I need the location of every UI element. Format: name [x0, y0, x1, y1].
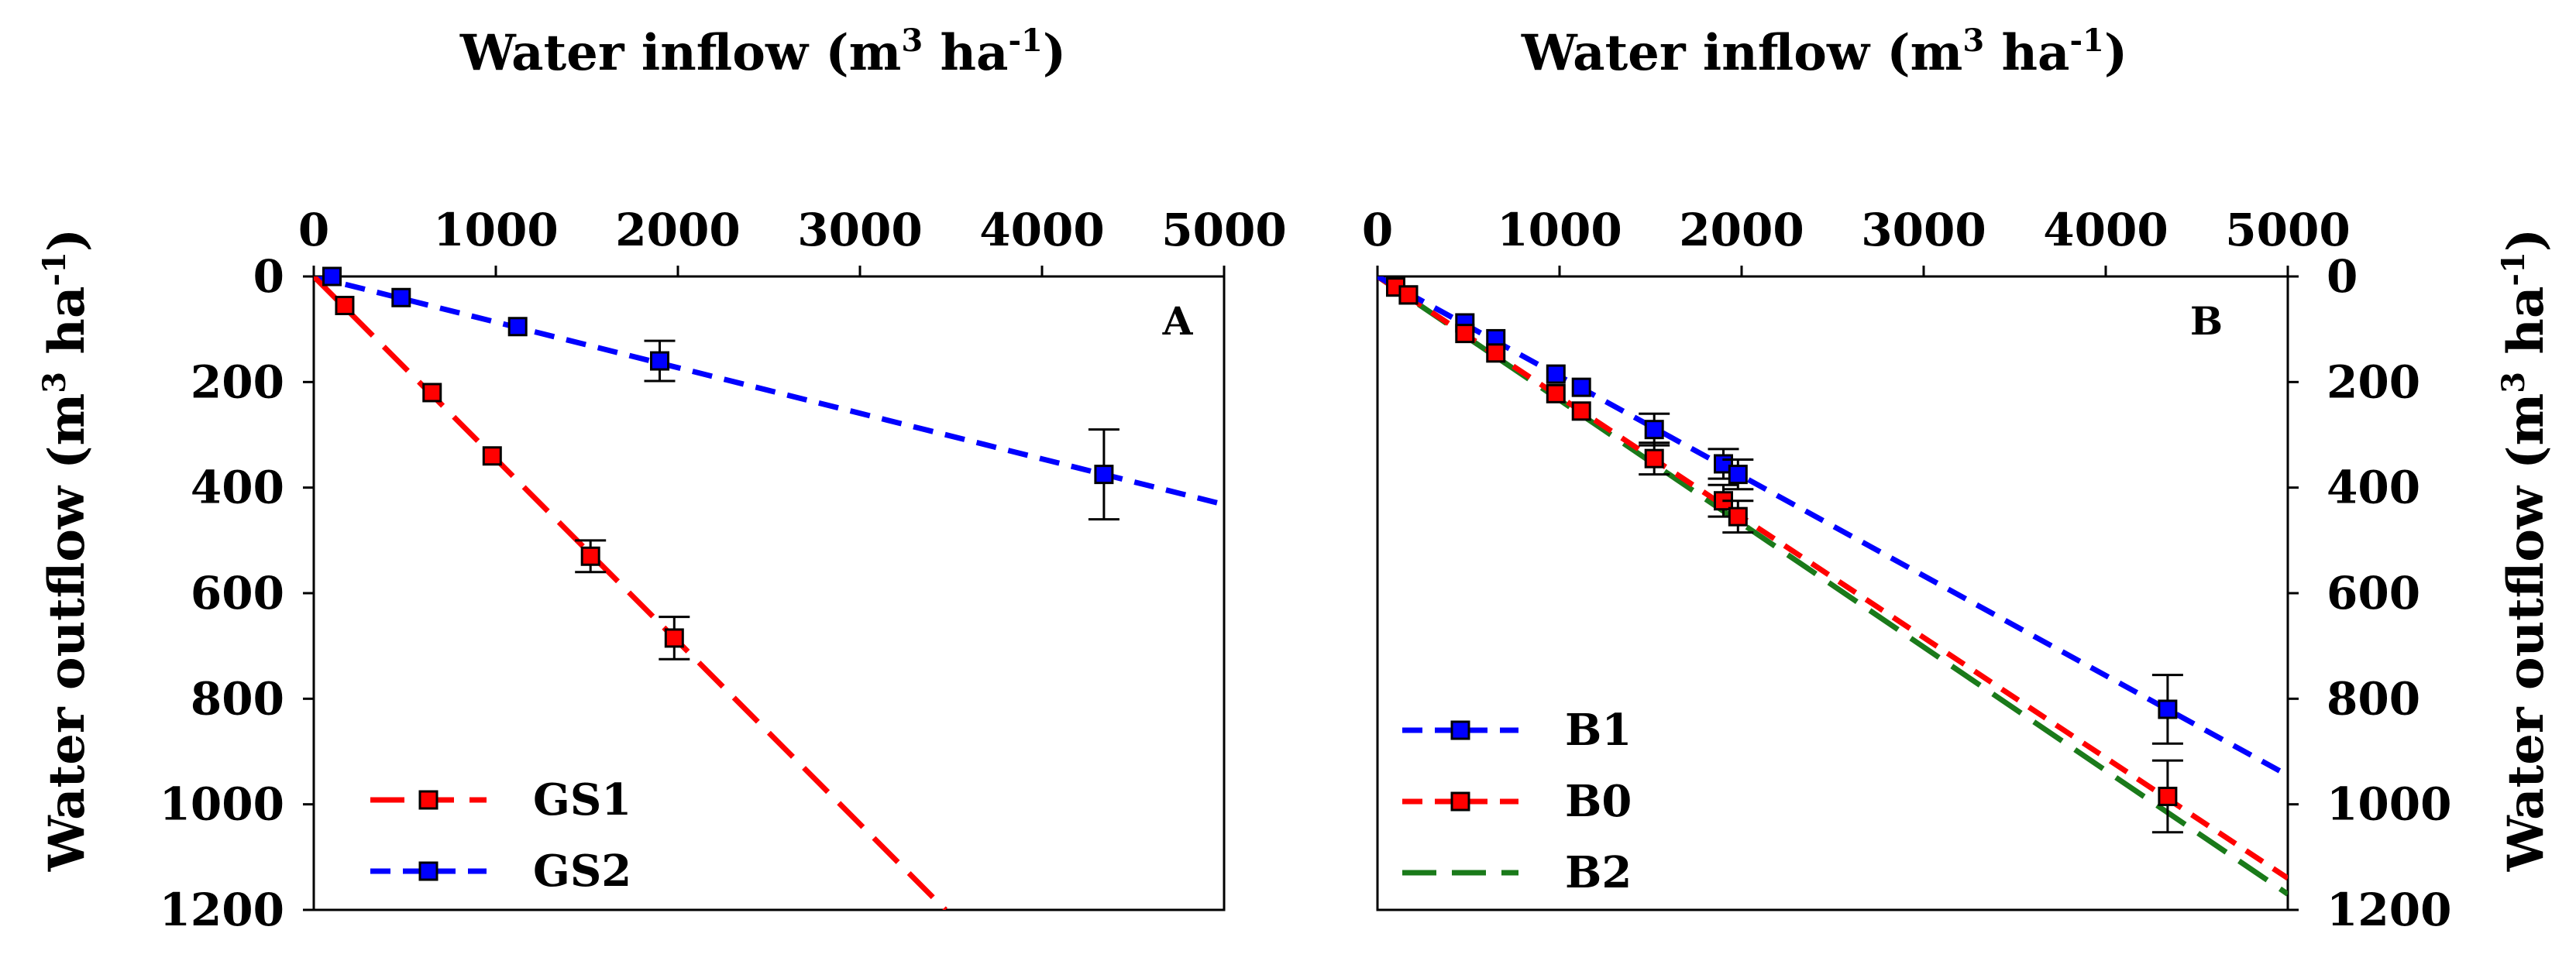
panel-b-fit-lines	[1377, 276, 2288, 897]
data-point-b1	[2158, 699, 2178, 719]
panel-a-x-axis-title: Water inflow (m3 ha-1)	[459, 22, 1066, 82]
panel-b-y-tick-label: 1200	[2327, 884, 2451, 936]
data-point-b0	[1571, 401, 1591, 421]
panel-a-x-tick-label: 1000	[433, 204, 558, 256]
data-point-gs1	[580, 546, 600, 566]
panel-a-y-axis-title: Water outflow (m3 ha-1)	[36, 228, 96, 872]
legend-label-b2: B2	[1565, 847, 1632, 898]
legend-marker-b0	[1450, 791, 1470, 812]
data-point-b0	[1546, 383, 1566, 403]
panel-b-x-tick-label: 4000	[2043, 204, 2168, 256]
panel-a-y-tick-label: 800	[191, 672, 284, 725]
data-point-gs2	[650, 351, 669, 371]
panel-b-x-tick-label: 3000	[1861, 204, 1986, 256]
fit-line-b1	[1377, 276, 2288, 778]
data-point-gs2	[1094, 465, 1114, 485]
legend-marker-gs1	[418, 790, 439, 810]
data-point-b0	[2158, 786, 2178, 806]
panel-a-frame	[312, 275, 1226, 911]
fit-line-gs1	[314, 276, 948, 910]
data-point-b0	[1486, 343, 1506, 363]
panel-b-x-tick-label: 2000	[1679, 204, 1804, 256]
panel-b-y-tick-label: 600	[2327, 567, 2420, 620]
data-point-b0	[1728, 506, 1748, 527]
panel-a-x-tick-label: 4000	[979, 204, 1104, 256]
data-point-gs1	[664, 628, 684, 648]
data-point-gs2	[391, 287, 411, 307]
fit-line-b2	[1377, 276, 2288, 897]
data-point-b1	[1728, 465, 1748, 485]
panel-a-plot: 0 1000 2000 3000 4000 5000 0 200 400 600 800 1000 12…	[160, 204, 1287, 936]
panel-b-y-tick-label: 800	[2327, 672, 2420, 725]
data-point-gs1	[482, 446, 502, 466]
panel-b-label: B	[2190, 298, 2223, 344]
panel-a-y-tick-label: 200	[191, 355, 284, 408]
data-point-b1	[1571, 377, 1591, 397]
legend-label-b0: B0	[1565, 776, 1632, 827]
panel-b-x-axis-title: Water inflow (m3 ha-1)	[1521, 22, 2127, 82]
panel-b-x-tick-label: 5000	[2225, 204, 2350, 256]
legend-marker-gs2	[418, 861, 439, 881]
data-point-gs1	[335, 295, 355, 315]
legend-marker-b1	[1450, 720, 1470, 740]
legend-label-gs2: GS2	[533, 846, 631, 897]
panel-a-x-tick-label: 3000	[797, 204, 922, 256]
legend-label-gs1: GS1	[533, 774, 631, 825]
panel-a-y-tick-label: 400	[191, 462, 284, 514]
panel-a-y-tick-label: 1200	[160, 884, 284, 936]
data-point-b1	[1644, 420, 1664, 440]
panel-b-x-tick-label: 1000	[1497, 204, 1622, 256]
panel-b-y-axis-title: Water outflow (m3 ha-1)	[2495, 228, 2555, 872]
panel-b-plot: 0 1000 2000 3000 4000 50000200400600800100012…	[1362, 204, 2452, 936]
panel-a-x-tick-label: 2000	[615, 204, 740, 256]
legend-label-b1: B1	[1565, 705, 1632, 756]
panel-b-y-tick-label: 1000	[2327, 778, 2451, 831]
panel-a-x-tick-label: 5000	[1161, 204, 1286, 256]
panel-a-y-tick-label: 1000	[160, 778, 284, 831]
fit-line-b0	[1377, 276, 2288, 881]
panel-a-fit-lines	[314, 276, 1224, 910]
panel-b-x-tick-label: 0	[1362, 204, 1393, 256]
panel-b-y-tick-label: 400	[2327, 462, 2420, 514]
panel-b-y-tick-label: 200	[2327, 355, 2420, 408]
panel-a-y-tick-label: 600	[191, 567, 284, 620]
data-point-gs2	[322, 266, 342, 287]
data-point-gs1	[422, 383, 442, 403]
panel-a-label: A	[1162, 298, 1194, 344]
data-point-b0	[1644, 448, 1664, 468]
data-point-b0	[1398, 285, 1419, 305]
data-point-gs2	[507, 317, 528, 337]
panel-a-x-tick-label: 0	[298, 204, 329, 256]
data-point-b0	[1455, 324, 1475, 344]
panel-a-y-tick-label: 0	[253, 250, 284, 303]
panel-b-y-tick-label: 0	[2327, 250, 2358, 303]
data-point-b1	[1546, 364, 1566, 384]
fit-line-gs2	[314, 276, 1224, 507]
